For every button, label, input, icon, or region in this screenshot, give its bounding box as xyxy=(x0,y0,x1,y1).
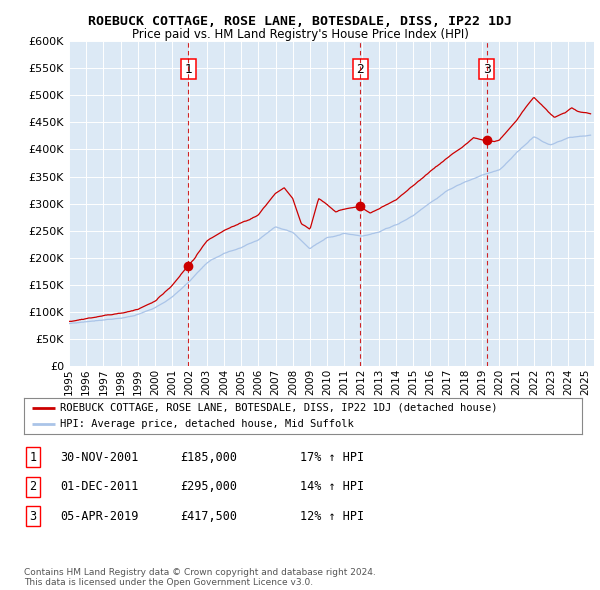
Text: £185,000: £185,000 xyxy=(180,451,237,464)
Text: 2: 2 xyxy=(29,480,37,493)
Text: 30-NOV-2001: 30-NOV-2001 xyxy=(60,451,139,464)
Text: 12% ↑ HPI: 12% ↑ HPI xyxy=(300,510,364,523)
Text: 1: 1 xyxy=(184,63,192,76)
Text: 17% ↑ HPI: 17% ↑ HPI xyxy=(300,451,364,464)
Text: ROEBUCK COTTAGE, ROSE LANE, BOTESDALE, DISS, IP22 1DJ (detached house): ROEBUCK COTTAGE, ROSE LANE, BOTESDALE, D… xyxy=(60,403,498,413)
Text: 14% ↑ HPI: 14% ↑ HPI xyxy=(300,480,364,493)
Text: 3: 3 xyxy=(29,510,37,523)
Text: ROEBUCK COTTAGE, ROSE LANE, BOTESDALE, DISS, IP22 1DJ: ROEBUCK COTTAGE, ROSE LANE, BOTESDALE, D… xyxy=(88,15,512,28)
Text: £295,000: £295,000 xyxy=(180,480,237,493)
Text: Contains HM Land Registry data © Crown copyright and database right 2024.
This d: Contains HM Land Registry data © Crown c… xyxy=(24,568,376,587)
Text: 1: 1 xyxy=(29,451,37,464)
Text: 2: 2 xyxy=(356,63,364,76)
Text: HPI: Average price, detached house, Mid Suffolk: HPI: Average price, detached house, Mid … xyxy=(60,419,354,429)
Text: 3: 3 xyxy=(483,63,491,76)
Text: £417,500: £417,500 xyxy=(180,510,237,523)
Text: 05-APR-2019: 05-APR-2019 xyxy=(60,510,139,523)
Text: Price paid vs. HM Land Registry's House Price Index (HPI): Price paid vs. HM Land Registry's House … xyxy=(131,28,469,41)
Text: 01-DEC-2011: 01-DEC-2011 xyxy=(60,480,139,493)
